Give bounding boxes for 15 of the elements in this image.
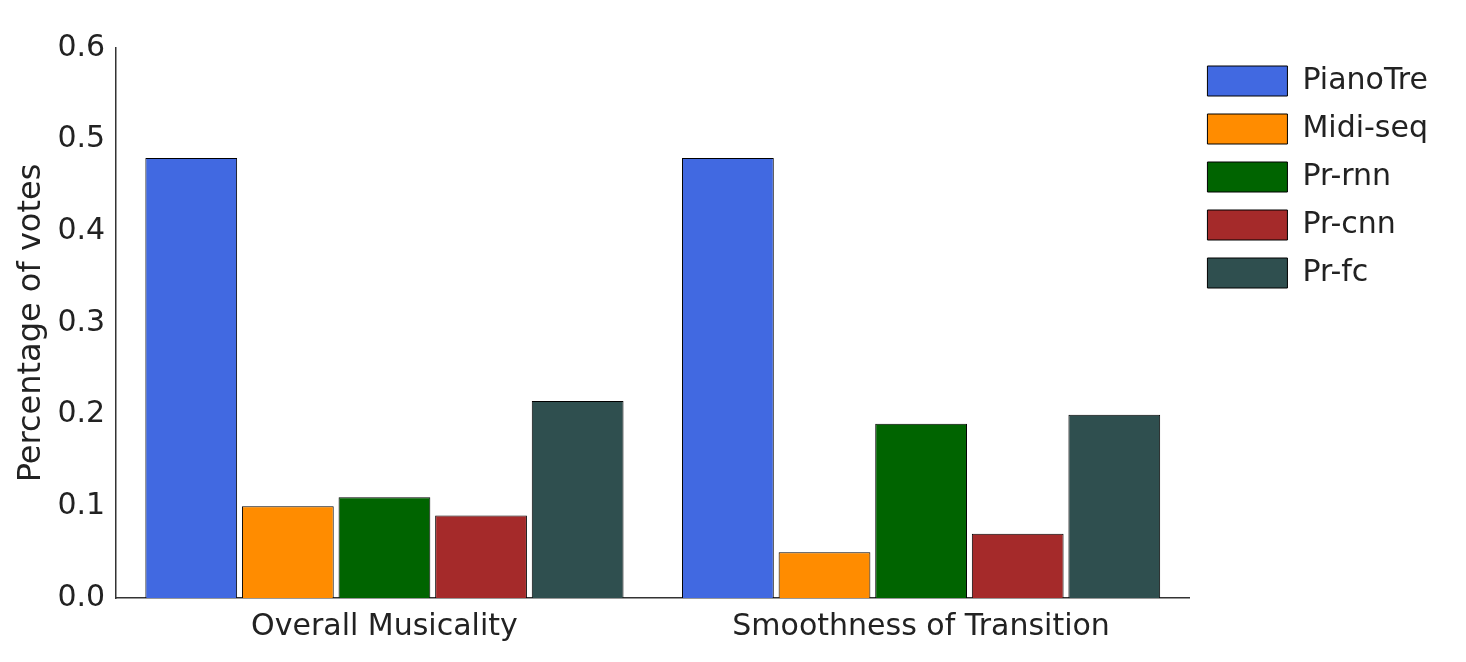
y-tick-label: 0.2 xyxy=(57,394,106,430)
y-tick-label: 0.0 xyxy=(57,577,106,613)
legend-label: Pr-rnn xyxy=(1302,156,1392,192)
legend-label: Pr-cnn xyxy=(1302,204,1396,240)
y-axis-title: Percentage of votes xyxy=(9,163,48,483)
y-tick-label: 0.6 xyxy=(57,27,106,63)
legend-label: Midi-seq xyxy=(1302,108,1428,144)
x-tick-label: Overall Musicality xyxy=(251,606,518,642)
y-tick-label: 0.4 xyxy=(57,211,106,247)
y-tick-label: 0.1 xyxy=(57,486,106,522)
y-tick-label: 0.3 xyxy=(57,302,106,338)
x-tick-label: Smoothness of Transition xyxy=(732,606,1110,642)
legend-label: Pr-fc xyxy=(1302,252,1369,288)
legend-label: PianoTre xyxy=(1302,60,1429,96)
y-tick-label: 0.5 xyxy=(57,119,106,155)
